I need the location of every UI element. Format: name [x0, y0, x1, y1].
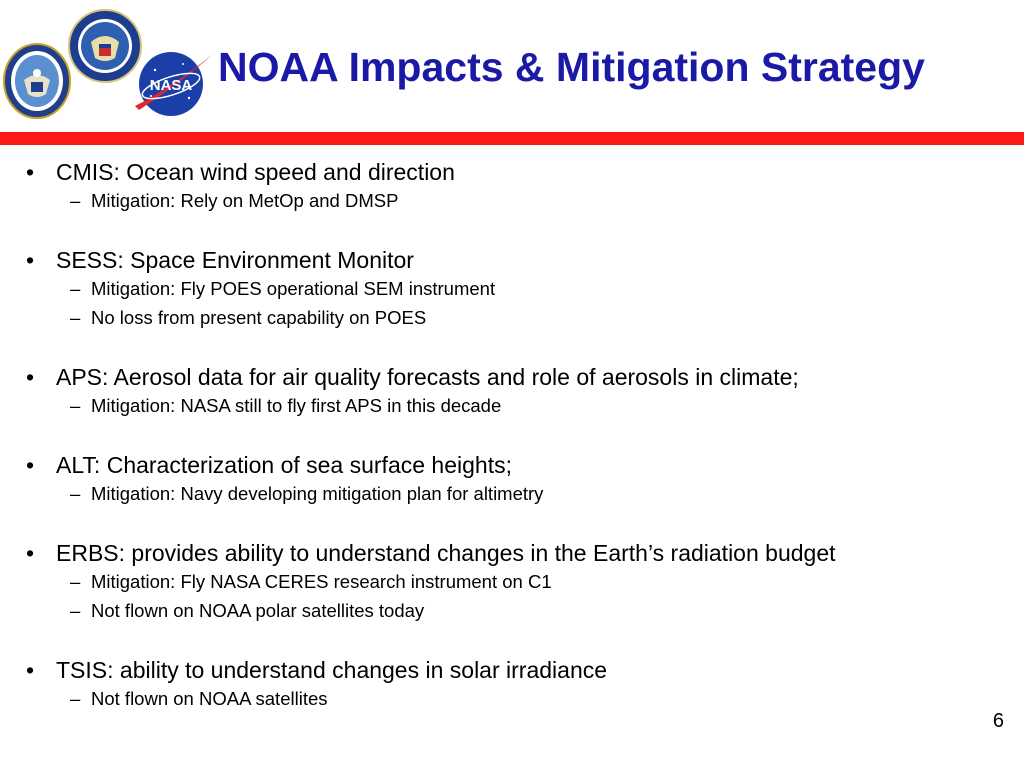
- bullet-text: CMIS: Ocean wind speed and direction: [56, 159, 455, 185]
- bullet-item: • APS: Aerosol data for air quality forec…: [26, 363, 1016, 391]
- dash-marker: –: [70, 600, 81, 621]
- sub-bullet-text: Mitigation: Rely on MetOp and DMSP: [91, 190, 399, 211]
- dash-marker: –: [70, 190, 81, 211]
- dash-marker: –: [70, 483, 81, 504]
- page-number: 6: [992, 710, 1004, 732]
- bullet-list: • CMIS: Ocean wind speed and direction – M…: [26, 158, 1016, 713]
- sub-bullet-item: – Mitigation: NASA still to fly first APS…: [26, 391, 1016, 420]
- commerce-seal-logo: [67, 8, 143, 84]
- bullet-text: ERBS: provides ability to understand cha…: [56, 540, 836, 566]
- bullet-text: APS: Aerosol data for air quality foreca…: [56, 364, 799, 390]
- sub-bullet-item: – No loss from present capability on POES: [26, 303, 1016, 332]
- bullet-marker: •: [26, 159, 35, 185]
- sub-bullet-item: – Not flown on NOAA polar satellites toda…: [26, 596, 1016, 625]
- sub-bullet-item: – Mitigation: Rely on MetOp and DMSP: [26, 186, 1016, 215]
- sub-bullet-text: Not flown on NOAA satellites: [91, 688, 328, 709]
- dod-seal-logo: [2, 42, 72, 120]
- bullet-item: • CMIS: Ocean wind speed and direction: [26, 158, 1016, 186]
- bullet-marker: •: [26, 657, 35, 683]
- sub-bullet-item: – Mitigation: Fly POES operational SEM in…: [26, 274, 1016, 303]
- bullet-text: TSIS: ability to understand changes in s…: [56, 657, 608, 683]
- dash-marker: –: [70, 307, 81, 328]
- dash-marker: –: [70, 395, 81, 416]
- nasa-logo: NASA: [133, 48, 215, 118]
- dash-marker: –: [70, 688, 81, 709]
- sub-bullet-item: – Mitigation: Fly NASA CERES research ins…: [26, 567, 1016, 596]
- bullet-marker: •: [26, 452, 35, 478]
- sub-bullet-item: – Mitigation: Navy developing mitigation …: [26, 479, 1016, 508]
- sub-bullet-text: Not flown on NOAA polar satellites today: [91, 600, 425, 621]
- svg-text:NASA: NASA: [150, 77, 193, 94]
- bullet-text: ALT: Characterization of sea surface hei…: [56, 452, 512, 478]
- bullet-text: SESS: Space Environment Monitor: [56, 247, 414, 273]
- sub-bullet-text: Mitigation: NASA still to fly first APS …: [91, 395, 502, 416]
- sub-bullet-text: Mitigation: Fly POES operational SEM ins…: [91, 278, 496, 299]
- sub-bullet-text: Mitigation: Navy developing mitigation p…: [91, 483, 544, 504]
- title-underline-bar: [0, 132, 1024, 145]
- bullet-item: • SESS: Space Environment Monitor: [26, 246, 1016, 274]
- dash-marker: –: [70, 571, 81, 592]
- bullet-item: • TSIS: ability to understand changes in …: [26, 656, 1016, 684]
- sub-bullet-text: No loss from present capability on POES: [91, 307, 427, 328]
- bullet-marker: •: [26, 247, 35, 273]
- dash-marker: –: [70, 278, 81, 299]
- sub-bullet-item: – Not flown on NOAA satellites: [26, 684, 1016, 713]
- bullet-marker: •: [26, 540, 35, 566]
- bullet-item: • ALT: Characterization of sea surface he…: [26, 451, 1016, 479]
- slide-title: NOAA Impacts & Mitigation Strategy: [218, 44, 925, 90]
- bullet-marker: •: [26, 364, 35, 390]
- bullet-item: • ERBS: provides ability to understand ch…: [26, 539, 1016, 567]
- sub-bullet-text: Mitigation: Fly NASA CERES research inst…: [91, 571, 552, 592]
